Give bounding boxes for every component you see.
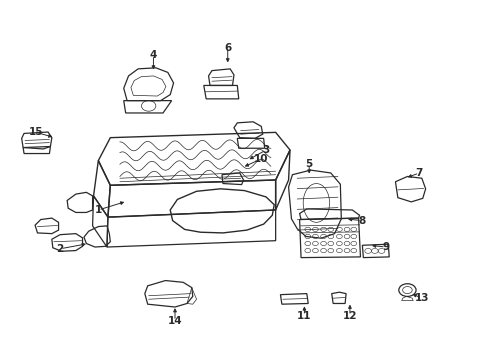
Text: 12: 12 <box>342 311 356 321</box>
Text: 10: 10 <box>253 154 268 164</box>
Text: 2: 2 <box>56 244 63 254</box>
Text: 5: 5 <box>305 159 312 169</box>
Text: 11: 11 <box>297 311 311 321</box>
Text: 15: 15 <box>29 127 43 138</box>
Text: 9: 9 <box>382 242 388 252</box>
Text: 1: 1 <box>95 205 102 215</box>
Text: 3: 3 <box>262 145 269 155</box>
Text: 8: 8 <box>358 216 365 226</box>
Text: 7: 7 <box>415 168 422 178</box>
Text: 13: 13 <box>414 293 428 303</box>
Text: 6: 6 <box>224 43 231 53</box>
Text: 4: 4 <box>149 50 157 60</box>
Text: 14: 14 <box>167 316 182 326</box>
